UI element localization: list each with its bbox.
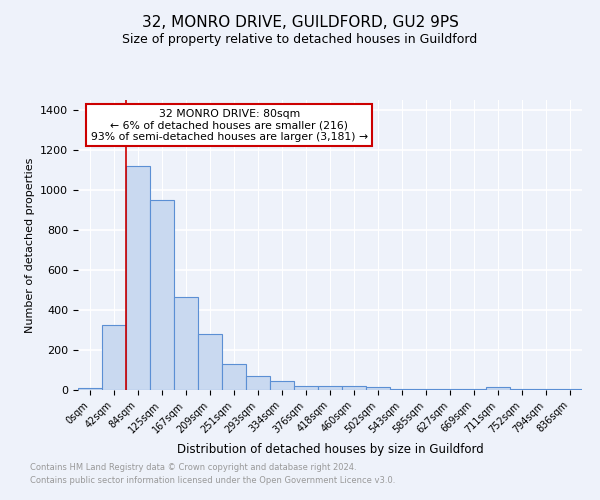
Bar: [486, 387, 510, 390]
Text: Contains public sector information licensed under the Open Government Licence v3: Contains public sector information licen…: [30, 476, 395, 485]
Bar: [174, 297, 198, 390]
Text: Distribution of detached houses by size in Guildford: Distribution of detached houses by size …: [176, 442, 484, 456]
Text: 32 MONRO DRIVE: 80sqm  
← 6% of detached houses are smaller (216)
93% of semi-de: 32 MONRO DRIVE: 80sqm ← 6% of detached h…: [91, 108, 368, 142]
Text: 32, MONRO DRIVE, GUILDFORD, GU2 9PS: 32, MONRO DRIVE, GUILDFORD, GU2 9PS: [142, 15, 458, 30]
Bar: [246, 376, 270, 390]
Bar: [198, 334, 222, 390]
Bar: [366, 387, 390, 390]
Bar: [294, 386, 318, 390]
Bar: [102, 325, 126, 390]
Bar: [78, 388, 102, 390]
Text: Contains HM Land Registry data © Crown copyright and database right 2024.: Contains HM Land Registry data © Crown c…: [30, 464, 356, 472]
Bar: [126, 166, 150, 390]
Bar: [342, 386, 366, 390]
Bar: [222, 364, 246, 390]
Text: Size of property relative to detached houses in Guildford: Size of property relative to detached ho…: [122, 32, 478, 46]
Bar: [270, 381, 294, 390]
Bar: [150, 200, 174, 390]
Bar: [318, 386, 342, 390]
Y-axis label: Number of detached properties: Number of detached properties: [25, 158, 35, 332]
